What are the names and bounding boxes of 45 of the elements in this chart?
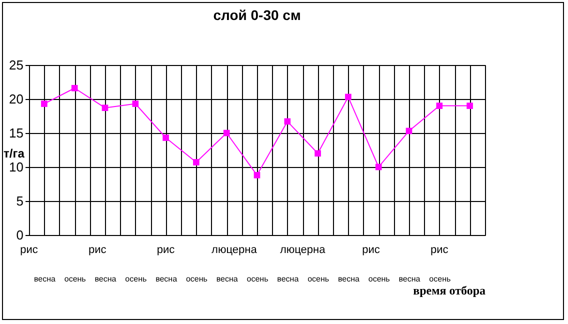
y-tick-label: 25 [9,58,24,72]
text: рис [362,244,380,256]
x-tick-label: весна [34,274,56,284]
y-tick-label: 10 [9,160,24,174]
x-tick-label: осень [368,274,390,284]
x-tick-label: весна [277,274,300,284]
text: рис [20,244,38,256]
point [102,104,108,112]
point [223,130,230,136]
y-tick-label: 20 [9,92,24,106]
point [162,134,169,141]
point [284,118,291,125]
point [254,172,260,178]
x-tick-label: весна [398,274,421,284]
x-tick-label: осень [64,274,86,284]
text: люцерна [212,244,258,256]
y-axis-title: т/га [4,146,25,160]
x-tick-label: осень [429,274,451,284]
x-tick-label: весна [156,274,178,284]
point [436,102,443,109]
x-tick-label: весна [338,274,360,284]
x-axis-title: время отбора [413,284,486,298]
text: рис [88,244,107,256]
x-tick-label: осень [308,274,330,284]
chart-title: слой 0-30 см [213,7,301,23]
point [193,159,200,166]
point [406,128,412,134]
x-tick-label: осень [125,274,147,284]
x-tick-label: осень [246,274,268,284]
x-tick-label: осень [186,274,208,284]
text: рис [156,244,176,256]
x-tick-label: весна [94,274,117,284]
point [71,84,78,92]
point [345,94,352,100]
x-tick-label: весна [216,274,238,284]
y-tick-label: 0 [16,228,24,242]
y-tick-label: 15 [9,126,24,140]
text: рис [430,244,449,256]
y-tick-label: 5 [16,194,24,208]
point [41,100,48,107]
point [375,164,382,170]
point [314,150,321,157]
point [466,102,473,109]
point [132,100,139,107]
text: люцерна [280,244,326,256]
